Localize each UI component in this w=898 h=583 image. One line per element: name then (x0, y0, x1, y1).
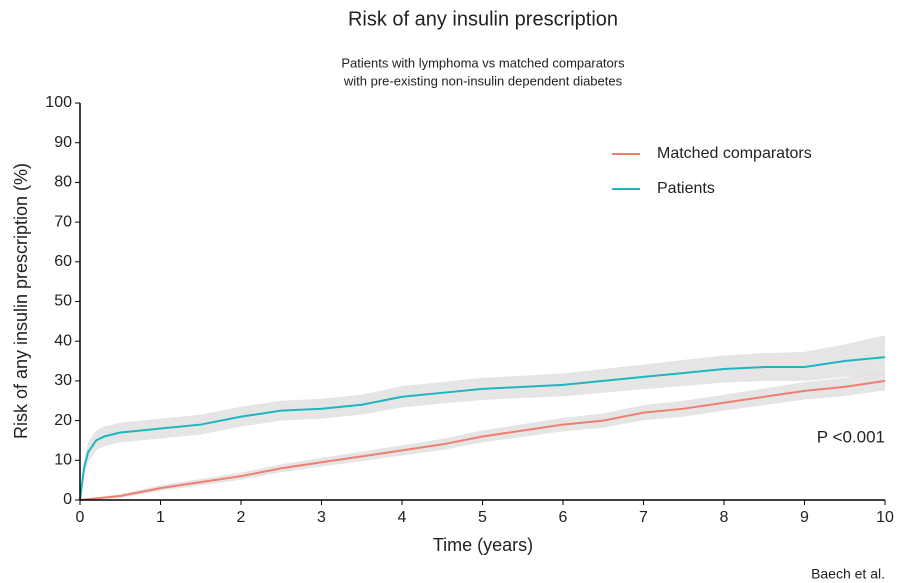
y-tick-label: 60 (54, 253, 72, 270)
x-tick-label: 7 (639, 509, 648, 526)
y-tick-label: 90 (54, 134, 72, 151)
chart-subtitle: with pre-existing non-insulin dependent … (343, 73, 623, 88)
x-axis-label: Time (years) (433, 535, 533, 555)
annotation: P <0.001 (817, 427, 885, 446)
legend-label: Matched comparators (657, 145, 812, 162)
x-tick-label: 6 (559, 509, 568, 526)
x-tick-label: 5 (478, 509, 487, 526)
y-tick-label: 70 (54, 213, 72, 230)
x-tick-label: 10 (876, 509, 894, 526)
chart-title: Risk of any insulin prescription (348, 8, 618, 30)
legend-box (597, 133, 852, 213)
x-tick-label: 1 (156, 509, 165, 526)
x-tick-label: 2 (237, 509, 246, 526)
y-tick-label: 20 (54, 412, 72, 429)
x-tick-label: 9 (800, 509, 809, 526)
x-tick-label: 0 (76, 509, 85, 526)
y-tick-label: 10 (54, 452, 72, 469)
line (79, 356, 886, 501)
legend-label: Patients (657, 180, 715, 197)
y-tick-label: 100 (45, 94, 72, 111)
y-tick-label: 80 (54, 174, 72, 191)
chart-subtitle: Patients with lymphoma vs matched compar… (341, 55, 625, 70)
y-tick-label: 0 (63, 491, 72, 508)
y-axis-label: Risk of any insulin prescription (%) (11, 163, 31, 439)
y-tick-label: 50 (54, 293, 72, 310)
line (79, 379, 886, 501)
caption: Baech et al. (811, 566, 885, 582)
y-tick-label: 30 (54, 372, 72, 389)
x-tick-label: 3 (317, 509, 326, 526)
confidence-band (80, 335, 885, 500)
x-tick-label: 8 (720, 509, 729, 526)
x-tick-label: 4 (398, 509, 407, 526)
y-tick-label: 40 (54, 332, 72, 349)
